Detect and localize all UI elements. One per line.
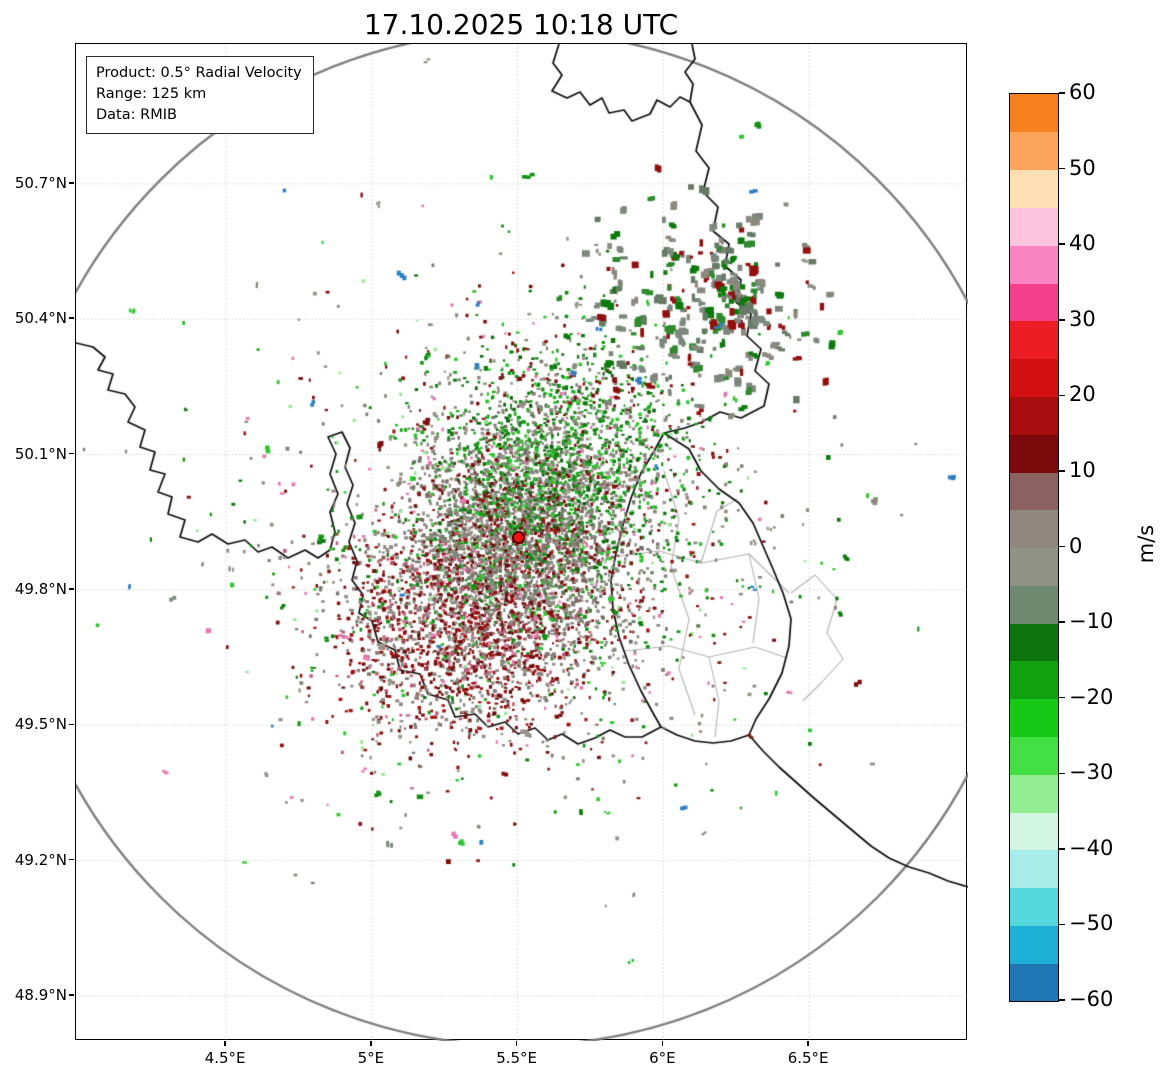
x-tick-label: 6.5°E — [787, 1049, 829, 1067]
colorbar-tick-mark — [1059, 696, 1065, 699]
chart-title: 17.10.2025 10:18 UTC — [363, 8, 679, 41]
colorbar-segment — [1010, 245, 1058, 284]
colorbar-segment — [1010, 547, 1058, 586]
colorbar-tick-label: 50 — [1069, 155, 1096, 180]
product-info-box: Product: 0.5° Radial Velocity Range: 125… — [86, 56, 314, 135]
colorbar-segment — [1010, 774, 1058, 813]
x-tick-mark — [224, 1041, 226, 1046]
x-tick-label: 6°E — [649, 1049, 676, 1067]
colorbar-tick-mark — [1059, 923, 1065, 926]
y-tick-mark — [69, 723, 74, 725]
x-tick-mark — [370, 1041, 372, 1046]
y-tick-label: 49.2°N — [14, 850, 67, 869]
colorbar-tick-mark — [1059, 772, 1065, 774]
info-line-data: Data: RMIB — [96, 107, 177, 124]
plot-area: Product: 0.5° Radial Velocity Range: 125… — [75, 43, 968, 1041]
colorbar-tick-label: −30 — [1069, 760, 1114, 785]
colorbar-segment — [1010, 131, 1058, 171]
colorbar-segment — [1010, 396, 1058, 435]
y-tick-mark — [69, 452, 74, 455]
colorbar-segment — [1010, 471, 1058, 511]
y-tick-mark — [69, 317, 74, 319]
colorbar-tick-mark — [1059, 167, 1065, 170]
x-tick-label: 5°E — [357, 1049, 385, 1067]
colorbar-segment — [1010, 358, 1058, 397]
colorbar-tick-mark — [1059, 545, 1065, 548]
y-tick-label: 49.5°N — [14, 715, 67, 734]
colorbar-segment — [1010, 509, 1058, 549]
info-line-range: Range: 125 km — [96, 86, 207, 103]
y-tick-mark — [69, 994, 74, 996]
colorbar-tick-label: 0 — [1069, 533, 1083, 558]
colorbar-segment — [1010, 660, 1058, 700]
colorbar-tick-mark — [1059, 319, 1065, 321]
y-tick-mark — [69, 182, 74, 184]
colorbar-segment — [1010, 623, 1058, 662]
colorbar-tick-mark — [1059, 92, 1065, 94]
colorbar-segment — [1010, 812, 1058, 851]
colorbar — [1009, 93, 1059, 1002]
colorbar-segment — [1010, 94, 1058, 133]
colorbar-tick-label: 10 — [1069, 457, 1096, 482]
colorbar-segment — [1010, 736, 1058, 775]
y-tick-label: 49.8°N — [14, 579, 67, 598]
colorbar-tick-label: 30 — [1069, 306, 1096, 331]
colorbar-segment — [1010, 698, 1058, 738]
colorbar-segment — [1010, 887, 1058, 927]
colorbar-segment — [1010, 207, 1058, 246]
colorbar-segment — [1010, 282, 1058, 322]
info-line-product: Product: 0.5° Radial Velocity — [96, 65, 302, 81]
colorbar-tick-label: 60 — [1069, 80, 1096, 104]
colorbar-segment — [1010, 963, 1058, 1001]
colorbar-tick-label: −50 — [1069, 911, 1114, 936]
colorbar-tick-label: −40 — [1069, 835, 1114, 860]
colorbar-tick-label: 20 — [1069, 382, 1096, 407]
y-tick-mark — [69, 588, 74, 590]
x-tick-label: 4.5°E — [204, 1049, 246, 1067]
y-tick-label: 50.1°N — [14, 444, 67, 463]
radar-site-marker — [512, 531, 526, 545]
colorbar-tick-label: −20 — [1069, 684, 1114, 709]
colorbar-segment — [1010, 585, 1058, 624]
colorbar-tick-label: −10 — [1069, 609, 1114, 634]
colorbar-segment — [1010, 320, 1058, 360]
colorbar-tick-mark — [1059, 621, 1065, 623]
colorbar-tick-mark — [1059, 999, 1065, 1001]
y-tick-mark — [69, 858, 74, 861]
y-tick-label: 50.7°N — [14, 173, 67, 192]
y-tick-label: 48.9°N — [14, 985, 67, 1004]
x-tick-label: 5.5°E — [496, 1049, 538, 1067]
colorbar-tick-mark — [1059, 848, 1065, 850]
x-tick-mark — [515, 1041, 518, 1046]
colorbar-segment — [1010, 925, 1058, 964]
y-tick-label: 50.4°N — [14, 309, 67, 328]
x-tick-mark — [661, 1041, 664, 1046]
colorbar-tick-mark — [1059, 394, 1065, 397]
colorbar-segment — [1010, 849, 1058, 889]
colorbar-segment — [1010, 169, 1058, 208]
colorbar-tick-mark — [1059, 243, 1065, 245]
colorbar-unit-label: m/s — [1134, 524, 1158, 564]
x-tick-mark — [807, 1041, 809, 1046]
colorbar-tick-label: 40 — [1069, 231, 1096, 256]
colorbar-tick-label: −60 — [1069, 987, 1114, 1011]
colorbar-tick-mark — [1059, 470, 1065, 472]
colorbar-segment — [1010, 434, 1058, 473]
